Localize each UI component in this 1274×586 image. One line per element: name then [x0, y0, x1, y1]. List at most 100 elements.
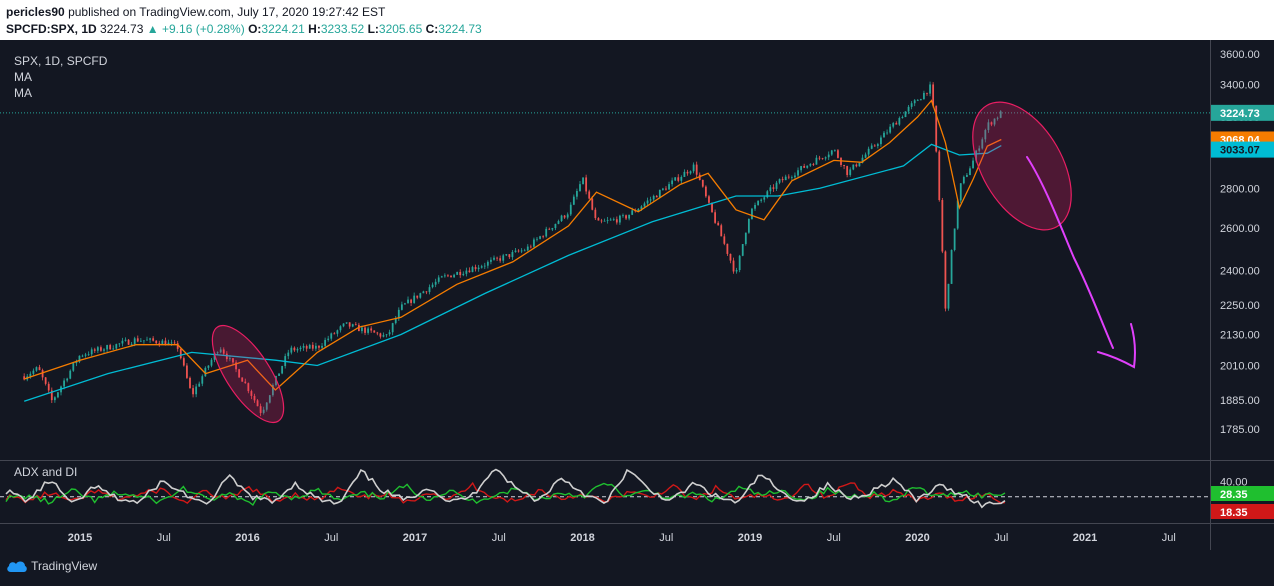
candle-body	[496, 257, 498, 259]
candle-body	[901, 117, 904, 119]
candle-body	[379, 333, 382, 337]
x-tick-label: Jul	[324, 532, 338, 544]
annotation-ellipse-2016[interactable]	[199, 315, 297, 433]
candle-body	[883, 132, 885, 138]
price-axis[interactable]: 3600.003400.003200.003000.002800.002600.…	[1220, 49, 1260, 436]
candle-body	[720, 225, 723, 237]
x-tick-label: Jul	[492, 532, 506, 544]
candle-body	[990, 122, 993, 125]
candle-body	[459, 271, 462, 276]
tradingview-logo[interactable]: TradingView	[6, 559, 97, 573]
candle-body	[551, 228, 554, 230]
candle-body	[210, 359, 213, 366]
y-tick-label: 1885.00	[1220, 395, 1260, 407]
candle-body	[278, 373, 280, 376]
candle-body	[846, 166, 849, 175]
candle-body	[843, 164, 845, 167]
ma-fast-line	[23, 99, 1002, 391]
candle-body	[164, 340, 167, 346]
candle-body	[622, 215, 624, 217]
candle-body	[63, 380, 65, 387]
candle-body	[201, 376, 204, 384]
time-axis[interactable]: 2015 Jul 2016 Jul 2017 Jul 2018 Jul 2019 Jul 2020 J…	[68, 532, 1176, 544]
candle-body	[155, 340, 158, 344]
adx-axis: 40.00	[1220, 476, 1248, 488]
candle-body	[606, 220, 609, 221]
candle-body	[23, 376, 26, 380]
candle-body	[794, 175, 796, 178]
candle-body	[225, 353, 228, 360]
candle-body	[247, 383, 250, 392]
candle-body	[443, 275, 446, 277]
x-tick-label: 2021	[1073, 532, 1097, 544]
candle-body	[815, 157, 818, 165]
candle-body	[75, 361, 78, 364]
candle-body	[790, 177, 793, 179]
candle-body	[714, 212, 717, 223]
candle-body	[462, 273, 465, 276]
candle-body	[898, 118, 901, 125]
candle-body	[956, 200, 959, 229]
legend-symbol: SPX, 1D, SPCFD	[14, 54, 108, 68]
candle-body	[609, 219, 612, 221]
candle-body	[281, 366, 284, 374]
candle-body	[821, 158, 824, 160]
candle-body	[416, 295, 419, 298]
candle-body	[35, 367, 38, 371]
x-tick-label: Jul	[827, 532, 841, 544]
candle-body	[388, 332, 391, 335]
candle-body	[244, 381, 247, 384]
candle-body	[29, 373, 32, 377]
candle-body	[563, 215, 566, 218]
candle-body	[827, 154, 830, 158]
candle-body	[701, 180, 704, 187]
candle-body	[253, 395, 256, 401]
candle-body	[103, 349, 105, 351]
candle-body	[394, 318, 397, 324]
price-label-box	[1211, 104, 1274, 121]
x-tick-label: 2015	[68, 532, 92, 544]
candle-body	[69, 370, 72, 379]
candle-body	[680, 176, 683, 181]
candle-body	[170, 342, 173, 344]
candle-body	[582, 177, 584, 185]
candle-body	[594, 209, 597, 219]
annotation-arrow-drawing[interactable]	[1026, 156, 1136, 369]
candle-body	[615, 219, 618, 223]
publish-header: pericles90 published on TradingView.com,…	[0, 0, 1274, 40]
y-tick-label: 2400.00	[1220, 266, 1260, 278]
candle-body	[182, 358, 185, 366]
candle-body	[591, 198, 594, 210]
author-name[interactable]: pericles90	[6, 5, 65, 19]
candle-body	[778, 179, 781, 183]
candle-body	[192, 388, 194, 395]
price-label-text: 3033.07	[1220, 145, 1260, 157]
candle-body	[536, 238, 538, 240]
candle-body	[741, 244, 744, 256]
indicator-label: ADX and DI	[14, 465, 77, 479]
candle-body	[999, 111, 1002, 118]
candle-body	[631, 210, 634, 215]
candle-body	[935, 105, 938, 152]
candle-body	[926, 92, 928, 94]
price-chart[interactable]: 3600.003400.003200.003000.002800.002600.…	[0, 40, 1274, 550]
candle-body	[382, 335, 385, 337]
candle-body	[391, 323, 394, 333]
legend-ma-2: MA	[14, 86, 32, 100]
candle-body	[729, 253, 732, 261]
candle-body	[324, 339, 327, 346]
x-tick-label: 2017	[403, 532, 427, 544]
candle-body	[72, 363, 75, 371]
y-tick-label: 1785.00	[1220, 424, 1260, 436]
annotation-ellipse-2020[interactable]	[952, 85, 1091, 246]
candle-body	[419, 293, 422, 298]
candle-body	[109, 345, 112, 350]
candle-body	[514, 250, 517, 253]
candle-body	[299, 347, 302, 350]
candle-body	[557, 221, 560, 224]
candle-body	[410, 299, 412, 303]
candle-body	[579, 184, 581, 191]
candle-body	[966, 174, 968, 177]
candle-body	[772, 187, 775, 189]
